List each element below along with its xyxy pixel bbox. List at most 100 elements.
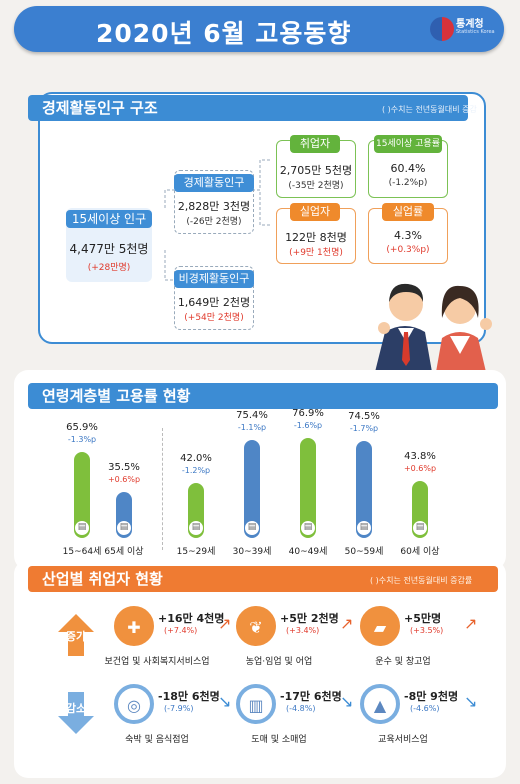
- industry-value: -8만 9천명: [404, 690, 459, 703]
- page-title: 2020년 6월 고용동향: [96, 19, 352, 48]
- age-bar: [300, 438, 316, 538]
- org-name: 통계청: [456, 19, 484, 30]
- decrease-arrow-icon: [58, 692, 94, 734]
- industry-title: 산업별 취업자 현황: [42, 570, 163, 588]
- age-bar: [244, 439, 260, 538]
- unemployed-change: (+9만 1천명): [289, 248, 343, 258]
- age-rate-label: 35.5%: [108, 461, 140, 473]
- age-rate-label: 74.5%: [348, 411, 380, 423]
- increase-arrow-icon: [58, 614, 94, 656]
- document-icon: ▤: [188, 520, 204, 536]
- non-active-change: (+54만 2천명): [184, 313, 244, 323]
- employed-change: (-35만 2천명): [288, 181, 344, 191]
- age-bar: [356, 441, 372, 538]
- trend-up-arrow-icon: ↗: [464, 614, 478, 633]
- age-delta-label: -1.6%p: [293, 421, 323, 431]
- age-bar: [74, 452, 90, 538]
- structure-connectors: [164, 159, 272, 281]
- emp-rate-title: 15세이상 고용률: [374, 135, 442, 153]
- industry-value: -17만 6천명: [280, 690, 342, 703]
- industry-pct: (+7.4%): [164, 626, 198, 635]
- unemp-rate-title: 실업률: [382, 203, 434, 221]
- structure-section-header: 경제활동인구 구조: [28, 95, 468, 121]
- trend-down-arrow-icon: ↘: [218, 692, 232, 711]
- age-delta-label: -1.3%p: [67, 435, 97, 445]
- age-divider: [162, 428, 163, 550]
- industry-pct: (-4.6%): [410, 704, 440, 713]
- unemployed-value: 122만 8천명: [285, 231, 347, 244]
- industry-name: 교육서비스업: [378, 735, 428, 745]
- increase-label: 증가: [65, 630, 87, 643]
- industry-pct: (+3.5%): [410, 626, 444, 635]
- age15-change: (+28만명): [87, 263, 131, 273]
- industry-pct: (-7.9%): [164, 704, 194, 713]
- age-group-label: 40~49세: [288, 547, 328, 557]
- truck-icon: ▰: [360, 606, 400, 646]
- decrease-label: 감소: [65, 702, 87, 715]
- employed-value: 2,705만 5천명: [279, 164, 353, 177]
- employed-title: 취업자: [290, 135, 340, 153]
- emp-rate-value: 60.4%: [390, 162, 426, 175]
- industry-name: 보건업 및 사회복지서비스업: [104, 657, 210, 667]
- industry-name: 농업·임업 및 어업: [245, 657, 313, 667]
- industry-section-header: 산업별 취업자 현황: [28, 566, 498, 592]
- first-aid-icon: ✚: [114, 606, 154, 646]
- age-group-label: 30~39세: [232, 547, 272, 557]
- age-delta-label: -1.7%p: [349, 424, 379, 434]
- age15-value: 4,477만 5천명: [69, 242, 149, 256]
- age-rate-label: 43.8%: [404, 451, 436, 463]
- age-delta-label: -1.2%p: [181, 466, 211, 476]
- document-icon: ▤: [244, 520, 260, 536]
- structure-note: ( )수치는 전년동월대비 증감: [382, 105, 477, 114]
- document-icon: ▤: [412, 520, 428, 536]
- industry-pct: (+3.4%): [286, 626, 320, 635]
- age-group-label: 15~29세: [176, 547, 216, 557]
- trend-down-arrow-icon: ↘: [464, 692, 478, 711]
- age-delta-label: -1.1%p: [237, 422, 267, 432]
- age-rate-label: 75.4%: [236, 409, 268, 421]
- unemployed-title: 실업자: [290, 203, 340, 221]
- title-bar: [14, 6, 504, 52]
- age-section-title: 연령계층별 고용률 현황: [42, 387, 191, 405]
- age-group-label: 15~64세: [62, 547, 102, 557]
- age-section-header: 연령계층별 고용률 현황: [28, 383, 498, 409]
- unemp-rate-value: 4.3%: [394, 229, 422, 242]
- graduation-cap-icon: ▲: [360, 684, 400, 724]
- trend-up-arrow-icon: ↗: [340, 614, 354, 633]
- industry-value: +16만 4천명: [158, 612, 225, 625]
- age-rate-label: 65.9%: [66, 422, 98, 434]
- econ-active-title: 경제활동인구: [174, 174, 254, 192]
- age-group-label: 50~59세: [344, 547, 384, 557]
- age-delta-label: +0.6%p: [107, 474, 141, 484]
- age-delta-label: +0.6%p: [403, 464, 437, 474]
- industry-value: -18만 6천명: [158, 690, 220, 703]
- industry-name: 운수 및 창고업: [375, 657, 431, 667]
- age15-title: 15세이상 인구: [66, 210, 152, 228]
- age-group-label: 60세 이상: [400, 547, 440, 557]
- structure-title: 경제활동인구 구조: [42, 99, 158, 117]
- industry-note: ( )수치는 전년동월대비 증감률: [370, 576, 473, 585]
- industry-card: [14, 560, 506, 778]
- unemp-rate-change: (+0.3%p): [386, 245, 430, 255]
- document-icon: ▤: [116, 520, 132, 536]
- document-icon: ▤: [74, 520, 90, 536]
- document-icon: ▤: [356, 520, 372, 536]
- industry-pct: (-4.8%): [286, 704, 316, 713]
- non-active-title: 비경제활동인구: [174, 270, 254, 288]
- wheat-icon: ❦: [236, 606, 276, 646]
- industry-name: 도매 및 소매업: [251, 735, 307, 745]
- age-rate-label: 76.9%: [292, 408, 324, 420]
- org-name-en: Statistics Korea: [456, 29, 495, 35]
- statistics-korea-logo-icon: [430, 17, 454, 41]
- basket-icon: ▥: [236, 684, 276, 724]
- emp-rate-change: (-1.2%p): [388, 178, 428, 188]
- age-rate-label: 42.0%: [180, 453, 212, 465]
- econ-active-value: 2,828만 3천명: [177, 200, 251, 213]
- industry-value: +5만 2천명: [280, 612, 339, 625]
- document-icon: ▤: [300, 520, 316, 536]
- industry-value: +5만명: [404, 612, 442, 625]
- age-group-label: 65세 이상: [104, 547, 144, 557]
- trend-up-arrow-icon: ↗: [218, 614, 232, 633]
- econ-active-change: (-26만 2천명): [186, 217, 242, 227]
- people-illustration: [375, 283, 492, 372]
